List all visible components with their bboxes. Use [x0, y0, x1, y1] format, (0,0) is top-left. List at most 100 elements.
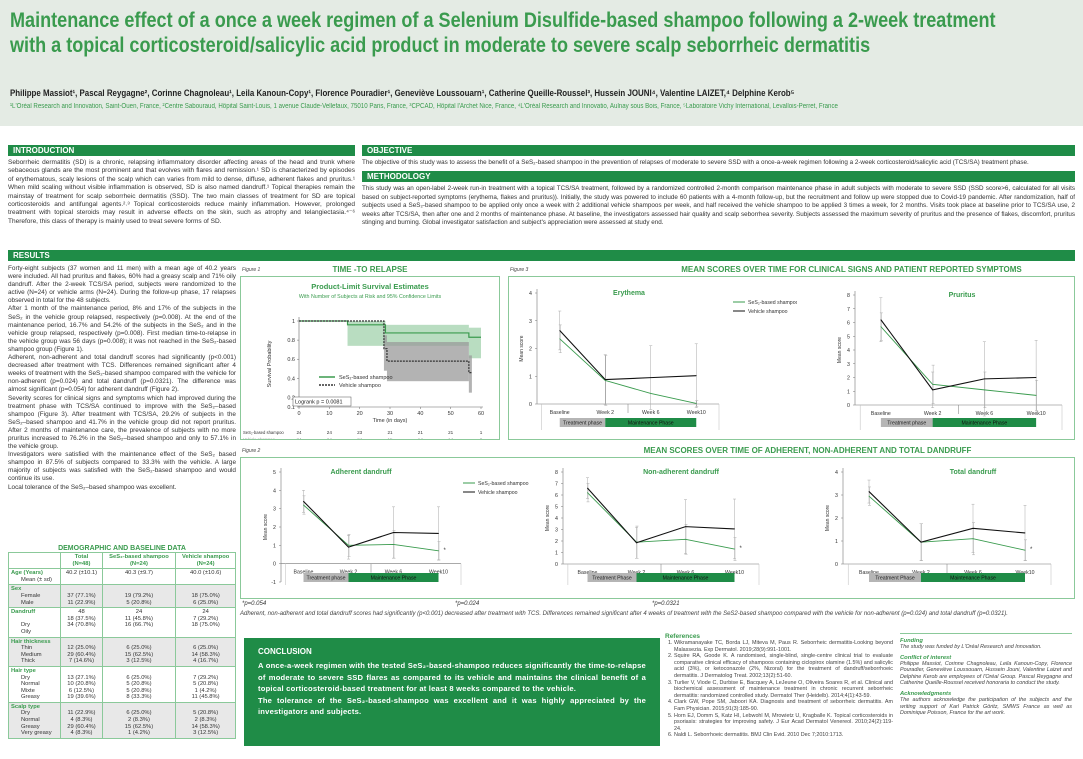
treatment-phase-bar	[869, 573, 921, 582]
figure-1-label: Figure 1	[242, 267, 261, 273]
y-tick-label: 0	[847, 403, 850, 409]
cell-value: 5 (20.8%)	[193, 681, 219, 688]
p-value-total: *p=0.0321	[652, 601, 680, 607]
x-tick-label: 20	[357, 411, 363, 417]
y-tick-label: 3	[835, 493, 838, 499]
x-tick-label: Week10	[429, 570, 448, 576]
legend-label: Vehicle shampoo	[748, 309, 788, 315]
data-point	[587, 492, 588, 494]
at-risk-value: 14	[448, 437, 454, 439]
data-point	[559, 330, 561, 331]
results-paragraph: Local tolerance of the SeS₂–based shampo…	[8, 483, 177, 491]
data-point	[604, 380, 606, 381]
row-label: Thick	[21, 658, 35, 665]
data-point	[1035, 377, 1037, 378]
results-paragraph: Forty-eight subjects (37 women and 11 me…	[8, 265, 236, 305]
cell-value: 3 (12.5%)	[126, 658, 152, 665]
table-cell: Hair thickness Thin Medium Thick	[7, 636, 62, 667]
column-header: SeS₂-based shampoo (N=24)	[101, 551, 177, 570]
cell-value: 2 (8.3%)	[127, 717, 150, 724]
row-label: Normal	[21, 681, 40, 688]
maintenance-phase-label: Maintenance Phase	[950, 576, 996, 582]
data-point	[650, 377, 652, 379]
cell-value: 1 (4.2%)	[194, 687, 217, 694]
series-line-vehicle	[587, 487, 735, 544]
data-point	[695, 375, 697, 377]
cell-value: 7 (29.2%)	[193, 674, 219, 681]
cell-value: 4 (16.7%)	[193, 658, 219, 665]
table-cell: 13 (27.1%) 10 (20.8%) 6 (12.5%) 19 (39.6%)	[60, 665, 103, 703]
data-point	[438, 533, 439, 534]
cell-value: 18 (37.5%)	[67, 615, 96, 622]
affiliations: ¹L'Oréal Research and Innovation, Saint-…	[10, 103, 838, 110]
group-name: Hair thickness	[11, 638, 51, 645]
figure-2-label: Figure 2	[242, 448, 261, 454]
cell-value: 5 (20.8%)	[126, 681, 152, 688]
column-header	[7, 551, 62, 570]
y-tick-label: 2	[529, 347, 532, 353]
maintenance-phase-label: Maintenance Phase	[371, 576, 417, 582]
cell-value: 7 (29.2%)	[193, 615, 219, 622]
cell-value: 8 (33.3%)	[126, 694, 152, 701]
y-tick-label: 0.1	[287, 405, 295, 411]
cell-value: 40.2 (±10.1)	[65, 570, 98, 577]
x-tick-label: 50	[448, 411, 454, 417]
table-cell: 48 18 (37.5%) 34 (70.8%)	[60, 607, 103, 638]
legend-label: Vehicle shampoo	[478, 490, 518, 496]
results-paragraph: Adherent, non-adherent and total dandruf…	[8, 354, 236, 394]
cell-value: 1 (4.2%)	[127, 730, 150, 737]
y-axis-label: Mean score	[519, 335, 525, 361]
at-risk-value: 24	[327, 430, 333, 435]
y-tick-label: 0	[529, 402, 532, 408]
data-point	[1024, 549, 1026, 551]
objective-text: The objective of this study was to asses…	[362, 159, 1029, 166]
conflict-heading: Conflict of interest	[900, 654, 952, 661]
cell-value: 11 (22.9%)	[67, 599, 96, 606]
x-tick-label: Week 6	[642, 410, 660, 416]
chart-title: Pruritus	[949, 292, 976, 299]
data-point	[348, 544, 349, 546]
y-tick-label: 3	[273, 507, 276, 513]
cell-value: 2 (8.3%)	[194, 717, 217, 724]
row-label	[11, 616, 58, 623]
maintenance-phase-label: Maintenance Phase	[961, 421, 1007, 427]
cell-value: 40.0 (±10.6)	[190, 570, 222, 577]
cell-value: 6 (25.0%)	[126, 674, 152, 681]
group-name: Sex	[11, 586, 22, 593]
cell-value: 15 (62.5%)	[124, 651, 154, 658]
series-line-vehicle	[868, 491, 1026, 543]
title-line-2: with a topical corticosteroid/salicylic …	[10, 34, 871, 57]
row-label: Normal	[21, 717, 40, 724]
authors: Philippe Massiot¹, Pascal Reygagne², Cor…	[10, 88, 795, 98]
data-point	[1035, 394, 1037, 396]
data-point	[1024, 532, 1026, 534]
at-risk-value: 0	[480, 437, 483, 439]
data-point	[348, 546, 349, 548]
introduction-heading: INTRODUCTION	[8, 145, 355, 156]
maintenance-phase-label: Maintenance Phase	[628, 421, 674, 427]
x-tick-label: Week 2	[924, 411, 942, 417]
data-point	[650, 393, 652, 394]
at-risk-value: 15	[387, 437, 393, 439]
row-label: Thin	[21, 645, 33, 652]
cell-value: 6 (25.0%)	[126, 645, 152, 652]
cell-value: 40.3 (±9.7)	[124, 570, 153, 577]
table-cell: 6 (25.0%) 5 (20.8%) 5 (20.8%) 8 (33.3%)	[101, 665, 177, 703]
disclosures-section: Funding The study was funded by L'Oréal …	[900, 633, 1072, 717]
figure-3-heading: MEAN SCORES OVER TIME FOR CLINICAL SIGNS…	[681, 265, 1022, 274]
results-text: Forty-eight subjects (37 women and 11 me…	[8, 265, 236, 492]
cell-value: 10 (20.8%)	[67, 681, 96, 688]
non-adherent-dandruff-chart: Non-adherent dandruff 0 1 2 3 4 5 6 7 8 Mean score…	[545, 468, 760, 585]
series-line-ses2	[868, 495, 1026, 551]
table-cell: 6 (25.0%) 14 (58.3%) 4 (16.7%)	[175, 636, 236, 667]
series-line-ses2	[559, 338, 697, 404]
data-point	[685, 526, 686, 528]
y-tick-label: 0	[273, 562, 276, 568]
acknowledgments-heading: Acknowledgments	[900, 690, 952, 697]
cell-value: 13 (27.1%)	[67, 674, 96, 681]
y-axis-label: Survival Probability	[267, 340, 273, 387]
poster-header	[0, 0, 1083, 126]
at-risk-value: 24	[327, 437, 333, 439]
row-label: Dry	[21, 710, 31, 717]
